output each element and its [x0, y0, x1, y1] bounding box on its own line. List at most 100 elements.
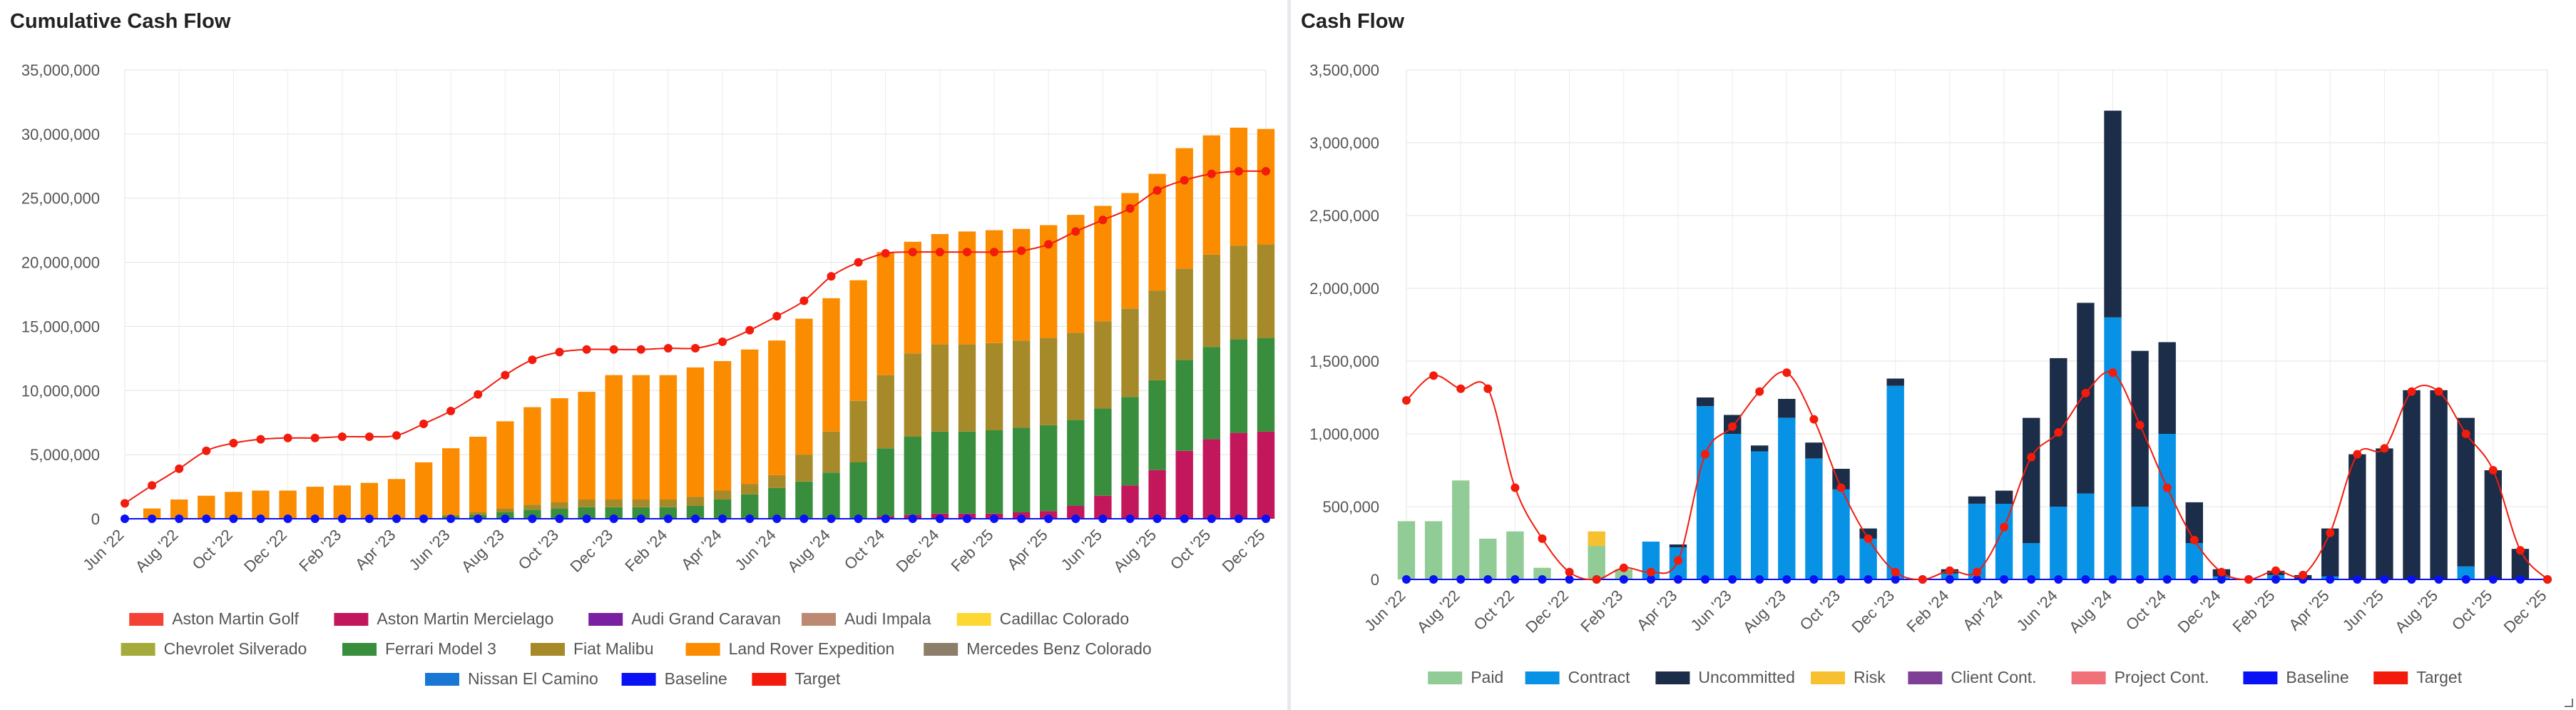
- legend-swatch[interactable]: [956, 613, 991, 626]
- bar[interactable]: [1588, 546, 1605, 579]
- data-point[interactable]: [121, 514, 129, 523]
- bar[interactable]: [1257, 431, 1275, 519]
- bar[interactable]: [2403, 390, 2421, 579]
- data-point[interactable]: [1782, 575, 1792, 584]
- data-point[interactable]: [1429, 371, 1438, 380]
- bar[interactable]: [551, 398, 568, 502]
- legend-swatch[interactable]: [531, 643, 565, 656]
- bar[interactable]: [849, 280, 867, 401]
- data-point[interactable]: [337, 514, 347, 523]
- bar[interactable]: [904, 437, 921, 515]
- bar[interactable]: [1148, 380, 1166, 470]
- data-point[interactable]: [392, 431, 401, 440]
- bar[interactable]: [143, 508, 161, 519]
- data-point[interactable]: [1152, 514, 1162, 523]
- data-point[interactable]: [310, 514, 320, 523]
- bar[interactable]: [713, 490, 732, 500]
- bar[interactable]: [713, 361, 732, 491]
- data-point[interactable]: [990, 248, 998, 257]
- data-point[interactable]: [718, 514, 727, 523]
- bar[interactable]: [2050, 507, 2068, 579]
- data-point[interactable]: [1511, 483, 1520, 492]
- bar[interactable]: [1067, 333, 1085, 420]
- bar[interactable]: [1230, 339, 1248, 433]
- legend-swatch[interactable]: [1908, 671, 1943, 684]
- data-point[interactable]: [1207, 514, 1216, 523]
- bar[interactable]: [904, 241, 921, 354]
- legend-swatch[interactable]: [924, 643, 959, 656]
- legend-label[interactable]: Cadillac Colorado: [1000, 609, 1130, 628]
- data-point[interactable]: [827, 272, 836, 281]
- data-point[interactable]: [1429, 575, 1438, 584]
- data-point[interactable]: [854, 258, 863, 267]
- bar[interactable]: [605, 499, 623, 507]
- data-point[interactable]: [1044, 514, 1053, 523]
- bar[interactable]: [686, 506, 705, 519]
- bar[interactable]: [523, 407, 541, 505]
- bar[interactable]: [822, 472, 840, 519]
- bar[interactable]: [1202, 254, 1220, 348]
- data-point[interactable]: [1456, 384, 1466, 393]
- bar[interactable]: [387, 479, 406, 518]
- bar[interactable]: [2430, 390, 2448, 579]
- data-point[interactable]: [1538, 575, 1547, 584]
- data-point[interactable]: [1864, 534, 1873, 543]
- bar[interactable]: [605, 507, 623, 519]
- bar[interactable]: [1751, 445, 1769, 452]
- data-point[interactable]: [2189, 575, 2199, 584]
- data-point[interactable]: [1945, 575, 1954, 584]
- data-point[interactable]: [2461, 430, 2470, 438]
- bar[interactable]: [741, 484, 759, 495]
- legend-swatch[interactable]: [621, 673, 656, 686]
- data-point[interactable]: [2515, 546, 2525, 555]
- bar[interactable]: [876, 252, 894, 375]
- bar[interactable]: [2457, 417, 2475, 567]
- data-point[interactable]: [2189, 535, 2199, 544]
- bar[interactable]: [1067, 506, 1085, 519]
- bar[interactable]: [1013, 427, 1031, 512]
- data-point[interactable]: [1973, 575, 1981, 584]
- data-point[interactable]: [609, 345, 618, 354]
- data-point[interactable]: [1262, 167, 1270, 176]
- bar[interactable]: [659, 499, 678, 507]
- data-point[interactable]: [1674, 556, 1682, 565]
- bar[interactable]: [1257, 338, 1275, 432]
- bar[interactable]: [876, 448, 894, 517]
- data-point[interactable]: [474, 390, 483, 399]
- legend-label[interactable]: Baseline: [665, 669, 727, 688]
- bar[interactable]: [1751, 451, 1769, 580]
- data-point[interactable]: [1125, 204, 1135, 213]
- data-point[interactable]: [1755, 387, 1764, 396]
- data-point[interactable]: [474, 514, 483, 523]
- legend-swatch[interactable]: [334, 613, 369, 626]
- bar[interactable]: [2077, 303, 2095, 494]
- data-point[interactable]: [1234, 514, 1243, 523]
- data-point[interactable]: [1234, 167, 1243, 176]
- bar[interactable]: [2348, 454, 2366, 579]
- data-point[interactable]: [2380, 444, 2389, 453]
- legend-swatch[interactable]: [425, 673, 459, 686]
- data-point[interactable]: [718, 338, 727, 346]
- data-point[interactable]: [2054, 575, 2063, 584]
- bar[interactable]: [1778, 417, 1796, 579]
- bar[interactable]: [1506, 531, 1524, 579]
- bar[interactable]: [360, 482, 379, 519]
- data-point[interactable]: [2135, 420, 2145, 430]
- data-point[interactable]: [2434, 575, 2443, 584]
- data-point[interactable]: [1565, 567, 1574, 577]
- legend-swatch[interactable]: [752, 673, 787, 686]
- bar[interactable]: [1148, 470, 1166, 519]
- bar[interactable]: [1202, 135, 1220, 255]
- data-point[interactable]: [963, 514, 971, 523]
- data-point[interactable]: [1836, 483, 1846, 492]
- legend-label[interactable]: Audi Grand Caravan: [631, 609, 781, 628]
- legend-label[interactable]: Chevrolet Silverado: [164, 639, 307, 658]
- bar[interactable]: [1886, 385, 1904, 579]
- data-point[interactable]: [799, 296, 809, 305]
- bar[interactable]: [686, 497, 705, 506]
- bar[interactable]: [985, 230, 1003, 343]
- data-point[interactable]: [691, 514, 700, 523]
- bar[interactable]: [2131, 507, 2149, 579]
- bar[interactable]: [1615, 569, 1632, 579]
- data-point[interactable]: [175, 514, 184, 523]
